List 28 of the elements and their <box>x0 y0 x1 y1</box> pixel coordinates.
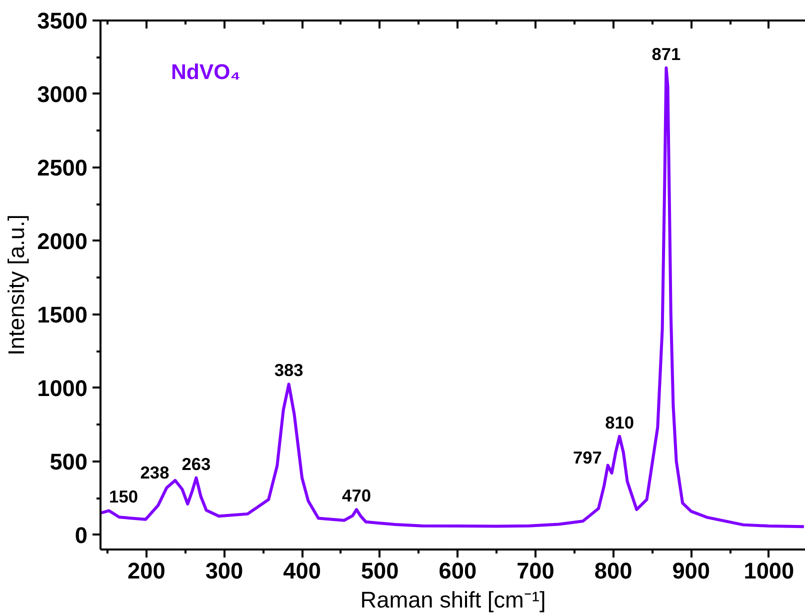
x-tick-label: 700 <box>516 558 554 584</box>
annotation: 810 <box>605 412 634 432</box>
annotation: 263 <box>182 454 212 474</box>
annotation: 797 <box>572 447 602 468</box>
y-tick-label: 2500 <box>37 154 88 180</box>
annotation: 871 <box>652 44 682 64</box>
x-tick-label: 400 <box>283 558 321 584</box>
text: NdVO₄ <box>171 60 240 84</box>
y-tick-label: 3500 <box>37 8 88 34</box>
annotation: 238 <box>140 462 170 482</box>
x-tick-label: 600 <box>438 558 477 584</box>
y-tick-label: 2000 <box>37 228 88 254</box>
x-axis-title: Raman shift [cm⁻¹] <box>360 586 546 612</box>
x-tick-label: 1000 <box>744 558 794 584</box>
y-tick-label: 1000 <box>37 374 88 401</box>
y-axis-title: Intensity [a.u.] <box>3 214 30 356</box>
x-tick-label: 800 <box>594 558 632 584</box>
x-tick-label: 500 <box>360 558 399 584</box>
y-tick-label: 500 <box>50 448 88 474</box>
y-tick-label: 3000 <box>37 80 88 107</box>
annotation: 150 <box>109 486 138 507</box>
x-tick-label: 200 <box>128 558 166 584</box>
x-tick-label: 300 <box>205 558 244 584</box>
annotation: 470 <box>342 486 371 506</box>
y-tick-label: 1500 <box>37 301 88 328</box>
y-tick-label: 0 <box>74 522 88 548</box>
annotation: 383 <box>274 360 304 380</box>
x-tick-label: 900 <box>672 558 710 584</box>
